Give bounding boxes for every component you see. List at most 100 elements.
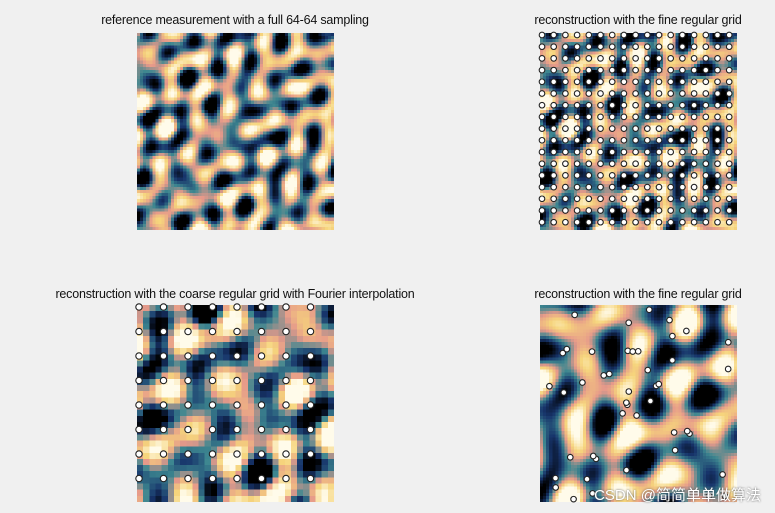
sample-point: [714, 55, 721, 62]
sample-point: [679, 136, 686, 144]
sample-point: [632, 172, 639, 179]
sample-point: [538, 148, 546, 156]
sample-point: [605, 370, 613, 378]
sample-point: [573, 43, 581, 51]
sample-points: [135, 303, 315, 483]
sample-point: [257, 474, 266, 483]
sample-point: [679, 43, 686, 51]
sample-point: [633, 412, 640, 419]
sample-point: [585, 136, 593, 144]
sample-point: [679, 207, 686, 214]
sample-point: [257, 425, 266, 434]
sample-point: [597, 183, 604, 191]
sample-point: [714, 31, 721, 39]
sample-point: [702, 136, 710, 144]
sample-point: [306, 352, 315, 360]
sample-point: [159, 327, 168, 336]
sample-point: [655, 172, 663, 179]
sample-point: [597, 101, 604, 109]
sample-point: [597, 66, 604, 74]
sample-point: [725, 172, 733, 179]
sample-point: [714, 172, 721, 179]
sample-point: [725, 125, 733, 132]
sample-point: [597, 148, 604, 156]
sample-point: [571, 311, 579, 319]
sample-point: [714, 43, 721, 51]
sample-point: [608, 55, 616, 62]
sample-point: [208, 303, 217, 311]
sample-point: [724, 338, 732, 346]
sample-point: [643, 195, 651, 203]
sample-point: [683, 427, 691, 435]
sample-point: [620, 101, 628, 109]
sample-point: [538, 136, 546, 144]
sample-point: [184, 450, 192, 458]
sample-point: [632, 66, 639, 74]
sample-point: [570, 495, 577, 503]
sample-point: [655, 160, 663, 168]
sample-points: [546, 306, 732, 503]
sample-point: [634, 347, 642, 355]
sample-point: [573, 160, 581, 168]
sample-point: [573, 101, 581, 109]
sample-point: [620, 207, 628, 214]
sample-point: [233, 352, 241, 360]
sample-point: [623, 466, 630, 474]
sample-point: [702, 101, 710, 109]
sample-point: [721, 492, 729, 500]
sample-point: [679, 55, 686, 62]
sample-point: [573, 183, 581, 191]
sample-point: [622, 399, 630, 407]
sample-point: [563, 345, 571, 353]
sample-point: [620, 66, 628, 74]
sample-point: [643, 136, 651, 144]
sample-point: [282, 303, 290, 311]
sample-point: [208, 327, 217, 336]
sample-point: [597, 78, 604, 86]
sample-point: [632, 183, 639, 191]
sample-point: [608, 183, 616, 191]
heatmap-image: [137, 33, 334, 230]
sample-point: [608, 172, 616, 179]
sample-point: [538, 195, 546, 203]
sample-point: [282, 474, 290, 483]
sample-point: [667, 78, 675, 86]
sample-point: [725, 195, 733, 203]
sample-point: [643, 101, 651, 109]
sample-point: [282, 425, 290, 434]
sample-point: [725, 148, 733, 156]
sample-point: [655, 66, 663, 74]
sample-point: [208, 376, 217, 385]
sample-point: [573, 31, 581, 39]
sample-point: [655, 148, 663, 156]
sample-point: [257, 303, 266, 311]
sample-point: [585, 31, 593, 39]
sample-point: [184, 327, 192, 336]
sample-point: [608, 78, 616, 86]
sample-point: [233, 303, 241, 311]
sample-point: [632, 160, 639, 168]
sample-point: [714, 148, 721, 156]
sample-point: [702, 160, 710, 168]
sample-point: [608, 195, 616, 203]
sample-point: [667, 125, 675, 132]
sample-point: [562, 66, 569, 74]
sample-point: [233, 401, 241, 409]
heatmap-fine-grid: [538, 31, 737, 230]
sample-points: [131, 27, 340, 236]
sample-point: [667, 55, 675, 62]
sample-point: [632, 31, 639, 39]
sample-point: [643, 55, 651, 62]
sample-point: [714, 113, 721, 121]
sample-point: [573, 113, 581, 121]
sample-point: [282, 376, 290, 385]
sample-point: [135, 425, 143, 434]
sample-point: [714, 207, 721, 214]
sample-point: [667, 136, 675, 144]
sample-point: [573, 218, 581, 226]
sample-point: [714, 125, 721, 132]
sample-point: [620, 136, 628, 144]
sample-point: [208, 352, 217, 360]
sample-point: [632, 207, 639, 214]
sample-point: [538, 101, 546, 109]
